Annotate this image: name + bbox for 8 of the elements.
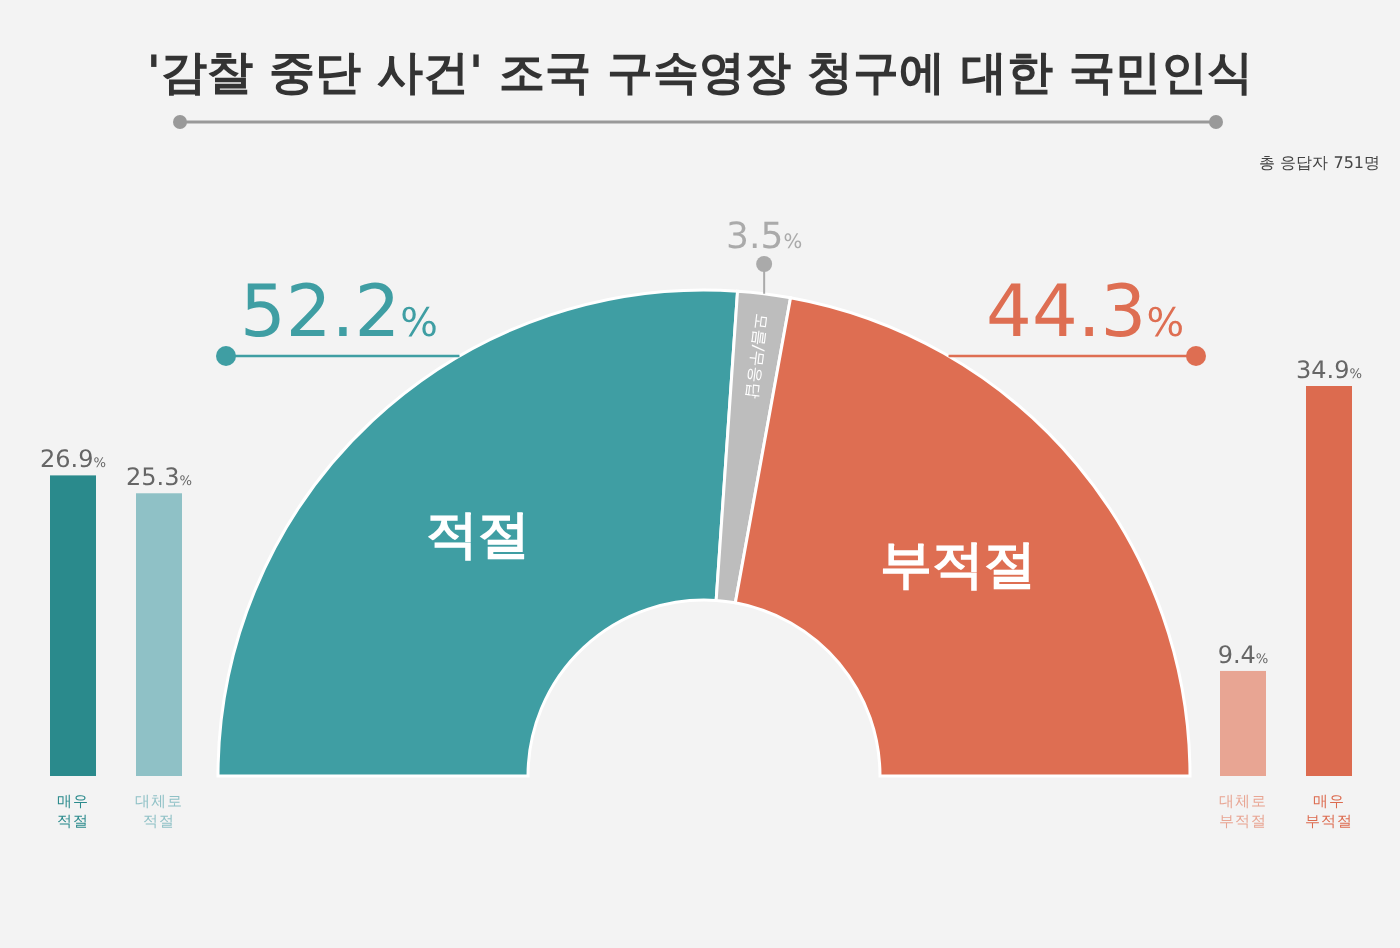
slice-label: 모름/무응답 bbox=[742, 312, 772, 400]
text: 총 응답자 751명 bbox=[1259, 154, 1380, 172]
slice-label: 부적절 bbox=[880, 535, 1037, 596]
data-label: 3.5% bbox=[726, 216, 803, 258]
slice-label: 적절 bbox=[426, 506, 531, 566]
data-label: 52.2% bbox=[240, 272, 438, 354]
chart-title: '감찰 중단 사건' 조국 구속영장 청구에 대한 국민인식 bbox=[146, 48, 1254, 100]
data-label: 44.3% bbox=[986, 272, 1184, 354]
